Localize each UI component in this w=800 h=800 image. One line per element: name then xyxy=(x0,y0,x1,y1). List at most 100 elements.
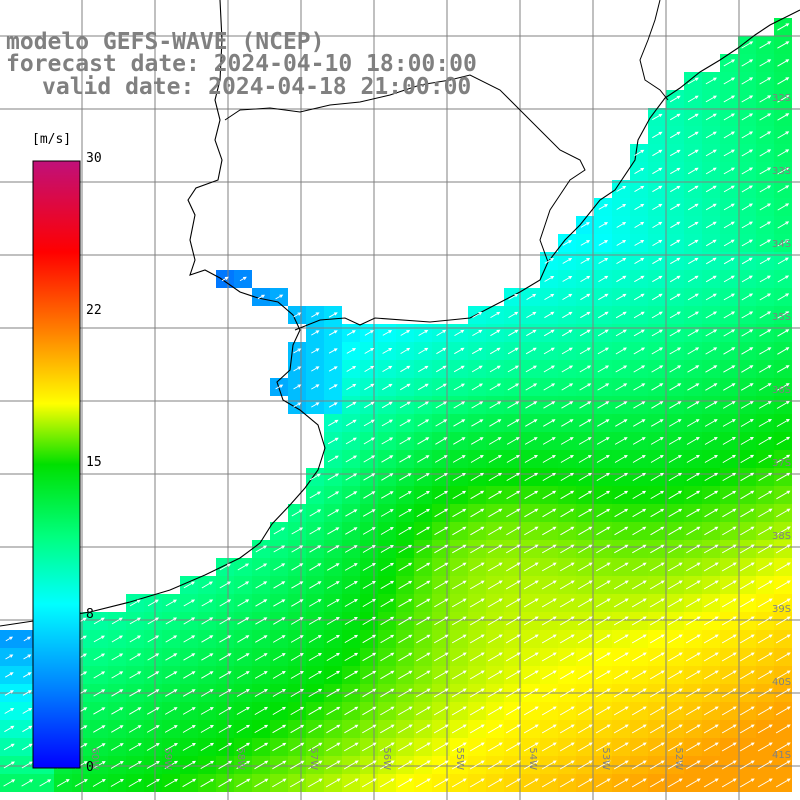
wind-arrow xyxy=(526,311,537,318)
wind-arrow xyxy=(451,616,467,626)
wind-arrow xyxy=(596,490,611,499)
wind-arrow xyxy=(451,652,467,662)
wind-arrow xyxy=(5,636,14,642)
wind-arrow xyxy=(524,490,539,500)
wind-arrow xyxy=(273,527,286,535)
wind-arrow xyxy=(739,688,755,698)
wind-arrow xyxy=(290,617,304,625)
wind-arrow xyxy=(685,724,701,734)
wind-arrow xyxy=(649,778,665,788)
wind-arrow xyxy=(399,455,412,463)
wind-arrow xyxy=(721,652,737,662)
wind-arrow xyxy=(560,490,575,500)
wind-arrow xyxy=(559,706,575,716)
wind-arrow xyxy=(146,778,161,787)
wind-arrow xyxy=(741,221,753,229)
wind-arrow xyxy=(721,706,737,716)
wind-arrow xyxy=(416,580,431,590)
wind-arrow xyxy=(415,688,431,698)
wind-arrow xyxy=(777,257,789,265)
wind-arrow xyxy=(740,472,755,482)
wind-arrow xyxy=(219,581,232,589)
wind-arrow xyxy=(578,508,593,518)
latitude-label: 40S xyxy=(772,677,791,688)
wind-arrow xyxy=(380,526,394,535)
wind-arrow xyxy=(451,634,467,644)
wind-arrow xyxy=(775,778,791,788)
wind-arrow xyxy=(613,760,629,770)
wind-arrow xyxy=(362,652,377,662)
wind-arrow xyxy=(4,725,15,733)
wind-arrow xyxy=(470,472,485,481)
wind-arrow xyxy=(559,724,575,734)
wind-arrow xyxy=(705,347,718,355)
wind-arrow xyxy=(598,240,609,246)
wind-arrow xyxy=(687,95,699,103)
wind-arrow xyxy=(721,616,737,626)
longitude-label: 60W xyxy=(89,747,100,770)
wind-arrow xyxy=(577,634,593,644)
wind-arrow xyxy=(434,472,448,481)
wind-arrow xyxy=(562,311,573,319)
wind-arrow xyxy=(562,293,573,300)
wind-arrow xyxy=(309,545,322,553)
wind-arrow xyxy=(452,490,467,499)
wind-arrow xyxy=(559,670,575,680)
coastline xyxy=(0,0,800,627)
wind-arrow xyxy=(469,742,485,752)
wind-arrow xyxy=(523,778,539,788)
wind-arrow xyxy=(615,311,627,319)
wind-arrow xyxy=(758,508,773,518)
wind-arrow xyxy=(759,329,772,337)
wind-arrow xyxy=(580,240,591,246)
wind-arrow xyxy=(505,760,521,770)
wind-arrow xyxy=(433,688,449,698)
wind-arrow xyxy=(739,760,755,770)
wind-arrow xyxy=(326,706,341,716)
wind-arrow xyxy=(649,724,665,734)
wind-arrow xyxy=(183,653,196,661)
wind-arrow xyxy=(3,743,15,751)
wind-arrow xyxy=(721,580,737,590)
wind-arrow xyxy=(704,419,718,427)
wind-arrow xyxy=(686,419,700,427)
wind-arrow xyxy=(722,419,736,427)
wind-arrow xyxy=(452,562,467,572)
wind-arrow xyxy=(201,635,214,643)
wind-arrow xyxy=(201,599,214,607)
wind-arrow xyxy=(345,419,357,427)
wind-arrow xyxy=(182,707,196,715)
wind-arrow xyxy=(218,706,232,715)
wind-arrow xyxy=(380,562,395,571)
latitude-label: 34S xyxy=(772,239,791,250)
wind-arrow xyxy=(597,401,610,409)
wind-arrow xyxy=(667,562,683,572)
wind-arrow xyxy=(759,293,772,301)
wind-arrow xyxy=(560,508,575,518)
wind-arrow xyxy=(578,490,593,500)
wind-arrow xyxy=(361,760,377,770)
wind-arrow xyxy=(543,419,556,427)
wind-arrow xyxy=(723,239,735,247)
wind-arrow xyxy=(328,419,339,427)
wind-arrow xyxy=(541,598,557,608)
wind-arrow xyxy=(596,454,610,463)
wind-arrow xyxy=(759,365,772,373)
wind-arrow xyxy=(110,743,124,751)
wind-arrow xyxy=(634,257,645,264)
wind-arrow xyxy=(471,383,483,391)
wind-arrow xyxy=(272,724,287,734)
wind-arrow xyxy=(273,563,286,571)
wind-arrow xyxy=(613,688,629,698)
wind-arrow xyxy=(705,131,717,139)
wind-arrow xyxy=(633,383,646,391)
wind-arrow xyxy=(327,509,340,517)
wind-arrow xyxy=(759,311,772,319)
wind-arrow xyxy=(236,742,251,752)
wind-arrow xyxy=(111,671,124,679)
wind-arrow xyxy=(541,706,557,716)
wind-arrow xyxy=(616,221,627,228)
wind-arrow xyxy=(741,203,753,211)
wind-arrow xyxy=(129,617,141,625)
wind-arrow xyxy=(649,634,665,644)
